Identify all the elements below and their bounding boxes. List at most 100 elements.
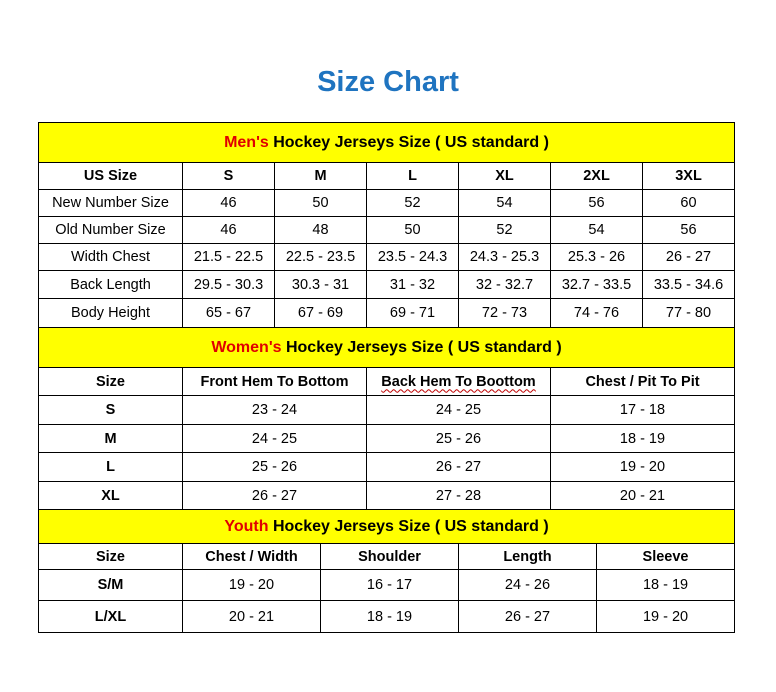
table-cell: 69 - 71 bbox=[366, 298, 459, 328]
column-header-row: US Size S M L XL 2XL 3XL bbox=[38, 162, 735, 190]
table-cell: 50 bbox=[366, 216, 459, 244]
table-cell: 20 - 21 bbox=[182, 600, 321, 633]
row-label: S bbox=[38, 395, 183, 425]
table-cell: 29.5 - 30.3 bbox=[182, 270, 275, 299]
youth-heading-row: Youth Hockey Jerseys Size ( US standard … bbox=[37, 509, 736, 544]
table-row: XL 26 - 27 27 - 28 20 - 21 bbox=[38, 481, 735, 510]
table-cell: 31 - 32 bbox=[366, 270, 459, 299]
table-cell: 25 - 26 bbox=[182, 452, 367, 482]
table-cell: 21.5 - 22.5 bbox=[182, 243, 275, 271]
heading-category: Women's bbox=[211, 338, 282, 356]
mens-heading-row: Men's Hockey Jerseys Size ( US standard … bbox=[38, 122, 735, 163]
table-cell: 56 bbox=[642, 216, 735, 244]
table-cell: 24 - 25 bbox=[366, 395, 551, 425]
table-cell: 74 - 76 bbox=[550, 298, 643, 328]
column-header-label: XL bbox=[495, 168, 514, 184]
heading-category: Youth bbox=[224, 517, 269, 535]
column-header: Length bbox=[458, 543, 597, 570]
column-header-label: Sleeve bbox=[642, 548, 689, 565]
row-label: M bbox=[38, 424, 183, 453]
table-cell: 32.7 - 33.5 bbox=[550, 270, 643, 299]
column-header: Front Hem To Bottom bbox=[182, 367, 367, 396]
column-header: 3XL bbox=[642, 162, 735, 190]
table-row: M 24 - 25 25 - 26 18 - 19 bbox=[38, 424, 735, 453]
column-header-row: Size Front Hem To Bottom Back Hem To Boott… bbox=[38, 367, 735, 396]
table-cell: 19 - 20 bbox=[595, 600, 736, 633]
row-label: S/M bbox=[38, 569, 183, 601]
column-header: Chest / Width bbox=[182, 543, 321, 570]
table-cell: 26 - 27 bbox=[366, 452, 551, 482]
table-cell: 52 bbox=[458, 216, 551, 244]
table-cell: 24.3 - 25.3 bbox=[458, 243, 551, 271]
table-cell: 67 - 69 bbox=[274, 298, 367, 328]
column-header-label: US Size bbox=[83, 168, 138, 184]
table-cell: 27 - 28 bbox=[366, 481, 551, 510]
table-cell: 26 - 27 bbox=[182, 481, 367, 510]
table-cell: 65 - 67 bbox=[182, 298, 275, 328]
column-header: Sleeve bbox=[595, 543, 736, 570]
womens-heading-row: Women's Hockey Jerseys Size ( US standar… bbox=[38, 327, 735, 368]
heading-text: Hockey Jerseys Size ( US standard ) bbox=[268, 517, 549, 535]
row-label: L bbox=[38, 452, 183, 482]
column-header: 2XL bbox=[550, 162, 643, 190]
column-header-label: Chest / Width bbox=[205, 548, 298, 565]
column-header-label: Shoulder bbox=[358, 548, 421, 565]
table-row: Body Height 65 - 67 67 - 69 69 - 71 72 - 73 7… bbox=[38, 298, 735, 328]
table-cell: 22.5 - 23.5 bbox=[274, 243, 367, 271]
table-row: New Number Size 46 50 52 54 56 60 bbox=[38, 189, 735, 217]
row-label: L/XL bbox=[38, 600, 183, 633]
row-label: New Number Size bbox=[38, 189, 183, 217]
column-header-label: Front Hem To Bottom bbox=[200, 373, 349, 390]
column-header: L bbox=[366, 162, 459, 190]
table-cell: 60 bbox=[642, 189, 735, 217]
table-cell: 18 - 19 bbox=[320, 600, 459, 633]
table-row: Width Chest 21.5 - 22.5 22.5 - 23.5 23.5 - … bbox=[38, 243, 735, 271]
table-cell: 33.5 - 34.6 bbox=[642, 270, 735, 299]
mens-size-table: Men's Hockey Jerseys Size ( US standard … bbox=[38, 122, 735, 328]
table-row: L/XL 20 - 21 18 - 19 26 - 27 19 - 20 bbox=[38, 600, 736, 633]
column-header: Size bbox=[38, 543, 183, 570]
heading-text: Hockey Jerseys Size ( US standard ) bbox=[281, 338, 562, 356]
column-header: S bbox=[182, 162, 275, 190]
table-cell: 52 bbox=[366, 189, 459, 217]
table-cell: 24 - 26 bbox=[458, 569, 597, 601]
column-header: M bbox=[274, 162, 367, 190]
table-cell: 77 - 80 bbox=[642, 298, 735, 328]
column-header-row: Size Chest / Width Shoulder Length Sleeve bbox=[38, 543, 736, 570]
table-cell: 25.3 - 26 bbox=[550, 243, 643, 271]
table-cell: 23.5 - 24.3 bbox=[366, 243, 459, 271]
heading-text: Hockey Jerseys Size ( US standard ) bbox=[268, 133, 549, 151]
table-cell: 54 bbox=[550, 216, 643, 244]
womens-size-table: Women's Hockey Jerseys Size ( US standar… bbox=[38, 327, 735, 510]
column-header-label: 2XL bbox=[583, 168, 610, 184]
table-row: S/M 19 - 20 16 - 17 24 - 26 18 - 19 bbox=[38, 569, 736, 601]
table-cell: 18 - 19 bbox=[595, 569, 736, 601]
row-label: Back Length bbox=[38, 270, 183, 299]
column-header-label: Chest / Pit To Pit bbox=[585, 373, 700, 390]
table-cell: 50 bbox=[274, 189, 367, 217]
table-cell: 56 bbox=[550, 189, 643, 217]
column-header-label: 3XL bbox=[675, 168, 702, 184]
column-header-label: Size bbox=[95, 373, 125, 390]
row-label: Old Number Size bbox=[38, 216, 183, 244]
table-row: Old Number Size 46 48 50 52 54 56 bbox=[38, 216, 735, 244]
column-header: US Size bbox=[38, 162, 183, 190]
column-header: Back Hem To Boottom bbox=[366, 367, 551, 396]
column-header-label: L bbox=[408, 168, 417, 184]
table-cell: 23 - 24 bbox=[182, 395, 367, 425]
column-header: XL bbox=[458, 162, 551, 190]
table-cell: 72 - 73 bbox=[458, 298, 551, 328]
table-cell: 20 - 21 bbox=[550, 481, 735, 510]
column-header: Chest / Pit To Pit bbox=[550, 367, 735, 396]
table-cell: 54 bbox=[458, 189, 551, 217]
womens-heading: Women's Hockey Jerseys Size ( US standar… bbox=[38, 327, 735, 368]
table-cell: 18 - 19 bbox=[550, 424, 735, 453]
table-cell: 16 - 17 bbox=[320, 569, 459, 601]
row-label: XL bbox=[38, 481, 183, 510]
table-cell: 32 - 32.7 bbox=[458, 270, 551, 299]
mens-heading: Men's Hockey Jerseys Size ( US standard … bbox=[38, 122, 735, 163]
column-header-label: Size bbox=[95, 548, 125, 565]
youth-size-table: Youth Hockey Jerseys Size ( US standard … bbox=[37, 509, 736, 633]
page-title: Size Chart bbox=[317, 66, 459, 98]
table-cell: 46 bbox=[182, 216, 275, 244]
